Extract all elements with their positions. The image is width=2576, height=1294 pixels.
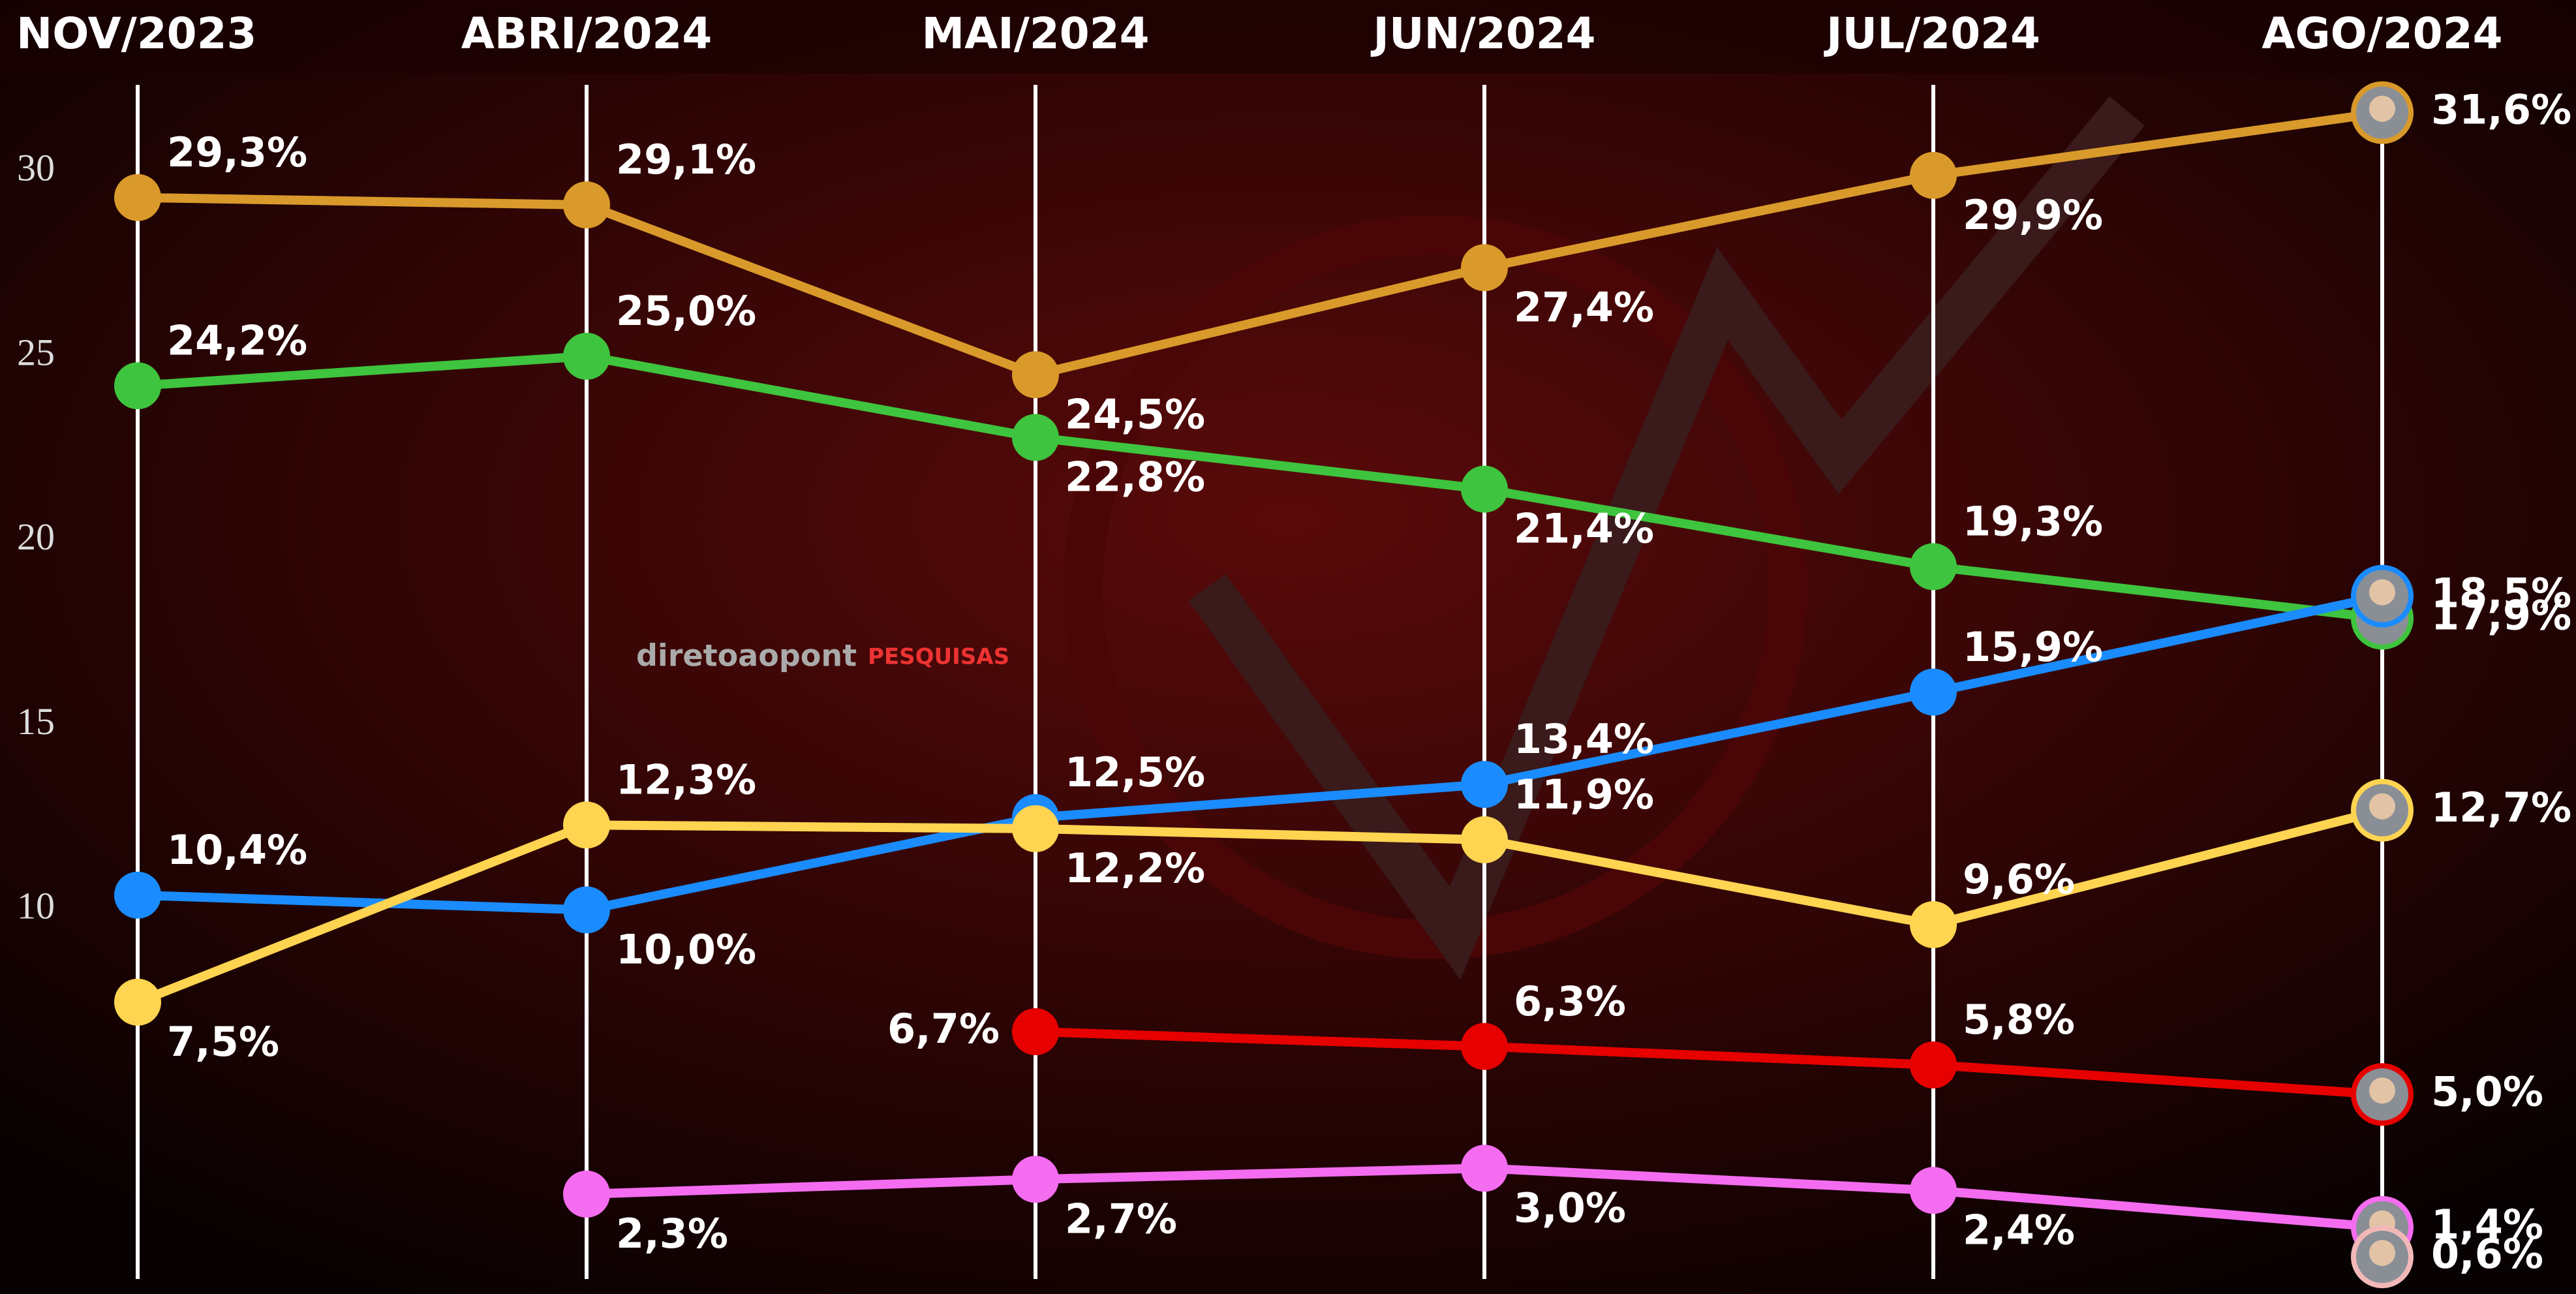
point (1012, 414, 1059, 461)
point (1012, 1008, 1059, 1055)
x-tick-label: AGO/2024 (2262, 8, 2502, 59)
point (1461, 466, 1508, 513)
data-label: 24,5% (1065, 390, 1205, 438)
point (563, 333, 610, 380)
x-tick-label: NOV/2023 (16, 8, 256, 59)
point (1461, 816, 1508, 863)
data-label: 21,4% (1514, 505, 1654, 553)
y-tick-label: 15 (17, 700, 55, 743)
y-tick-label: 10 (17, 885, 55, 927)
data-label: 27,4% (1514, 283, 1654, 331)
avatar-face (2369, 1077, 2395, 1103)
point (114, 979, 161, 1026)
data-label: 24,2% (167, 316, 307, 364)
header-band (0, 0, 2576, 73)
point (114, 872, 161, 919)
data-label: 12,5% (1065, 748, 1205, 796)
point (114, 174, 161, 221)
data-label: 6,3% (1514, 978, 1626, 1025)
data-label: 22,8% (1065, 453, 1205, 501)
point (563, 1171, 610, 1218)
data-label: 29,1% (616, 136, 756, 183)
point (1910, 1041, 1957, 1088)
watermark-tag: PESQUISAS (868, 644, 1009, 670)
point (114, 362, 161, 409)
point (1012, 805, 1059, 852)
point (563, 181, 610, 228)
data-label: 12,3% (616, 756, 756, 803)
data-label: 0,6% (2431, 1230, 2543, 1278)
point (1910, 1167, 1957, 1214)
watermark: diretoaopont (636, 638, 857, 673)
data-label: 15,9% (1963, 623, 2103, 671)
point (1012, 1156, 1059, 1203)
background (0, 0, 2576, 1294)
x-tick-label: JUL/2024 (1824, 8, 2040, 59)
data-label: 31,6% (2431, 86, 2571, 134)
avatar-face (2369, 96, 2395, 122)
data-label: 11,9% (1514, 771, 1654, 818)
point (1461, 761, 1508, 808)
point (1910, 152, 1957, 199)
data-label: 10,4% (167, 826, 307, 874)
data-label: 29,9% (1963, 191, 2103, 239)
data-label: 9,6% (1963, 855, 2075, 903)
avatar-face (2369, 793, 2395, 820)
data-label: 12,2% (1065, 844, 1205, 892)
data-label: 29,3% (167, 129, 307, 176)
data-label: 13,4% (1514, 715, 1654, 763)
data-label: 6,7% (887, 1005, 1000, 1053)
data-label: 2,4% (1963, 1206, 2075, 1254)
point (1910, 543, 1957, 590)
data-label: 5,0% (2431, 1068, 2543, 1115)
x-tick-label: ABRI/2024 (461, 8, 713, 59)
avatar-face (2369, 1240, 2395, 1266)
data-label: 5,8% (1963, 996, 2075, 1043)
point (1461, 244, 1508, 291)
data-label: 2,7% (1065, 1195, 1177, 1242)
x-tick-label: MAI/2024 (921, 8, 1149, 59)
point (1012, 351, 1059, 398)
point (563, 801, 610, 848)
point (1461, 1023, 1508, 1070)
y-tick-label: 30 (17, 146, 55, 189)
data-label: 3,0% (1514, 1184, 1626, 1231)
chart: diretoaopont PESQUISAS 10 15 20 25 30 NOV/202… (0, 0, 2576, 1294)
data-label: 12,7% (2431, 784, 2571, 831)
avatar-face (2369, 579, 2395, 606)
data-label: 18,5% (2431, 570, 2571, 617)
point (1910, 669, 1957, 716)
y-tick-label: 25 (17, 331, 55, 373)
data-label: 7,5% (167, 1018, 279, 1066)
data-label: 2,3% (616, 1210, 728, 1257)
point (1461, 1145, 1508, 1192)
x-tick-label: JUN/2024 (1370, 8, 1595, 59)
y-tick-label: 20 (17, 516, 55, 558)
data-label: 10,0% (616, 925, 756, 973)
point (1910, 901, 1957, 948)
data-label: 19,3% (1963, 497, 2103, 545)
data-label: 25,0% (616, 287, 756, 335)
point (563, 886, 610, 933)
page: diretoaopont PESQUISAS 10 15 20 25 30 NOV/202… (0, 0, 2576, 1294)
